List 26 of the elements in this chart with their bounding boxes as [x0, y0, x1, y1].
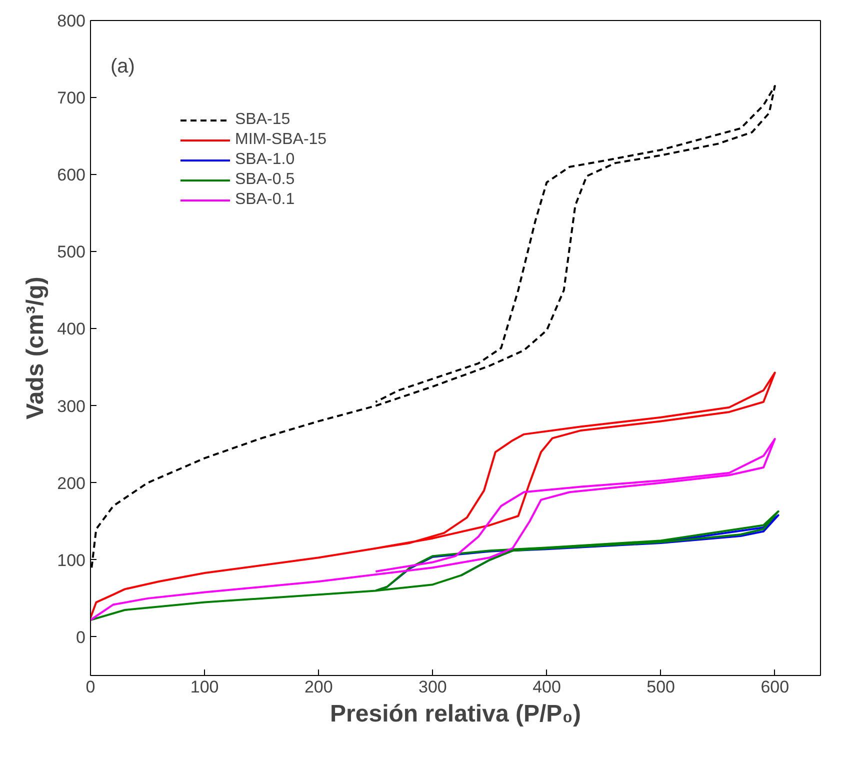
line-series: [90, 510, 780, 622]
x-tick-label: 300: [418, 678, 447, 696]
y-tick-label: 200: [57, 474, 86, 493]
y-tick-label: 600: [57, 166, 86, 185]
line-series: [90, 438, 776, 622]
y-tick-label: 0: [76, 628, 86, 647]
y-tick-label: 300: [57, 396, 86, 416]
y-tick-label: 800: [57, 12, 86, 30]
y-tick-label: 500: [57, 242, 86, 262]
legend-label: SBA-15: [235, 111, 290, 129]
x-tick-label: 100: [190, 678, 219, 696]
line-series: [90, 372, 776, 619]
legend-label: MIM-SBA-15: [235, 131, 327, 149]
y-tick-label: 400: [57, 320, 86, 339]
legend-label: SBA-0.1: [235, 191, 295, 209]
x-tick-label: 400: [532, 678, 561, 696]
y-tick-label: 100: [57, 550, 86, 570]
legend-label: SBA-0.5: [235, 171, 295, 189]
x-tick-label: 500: [646, 678, 676, 696]
annotation: (a): [110, 56, 135, 78]
x-axis-title: Presión relativa (P/P₀): [330, 700, 581, 728]
x-tick-label: 600: [760, 678, 790, 696]
y-axis-title: Vads (cm³/g): [22, 276, 50, 420]
y-tick-label: 700: [57, 88, 86, 108]
legend-label: SBA-1.0: [235, 151, 295, 169]
x-tick-label: 200: [304, 678, 333, 696]
